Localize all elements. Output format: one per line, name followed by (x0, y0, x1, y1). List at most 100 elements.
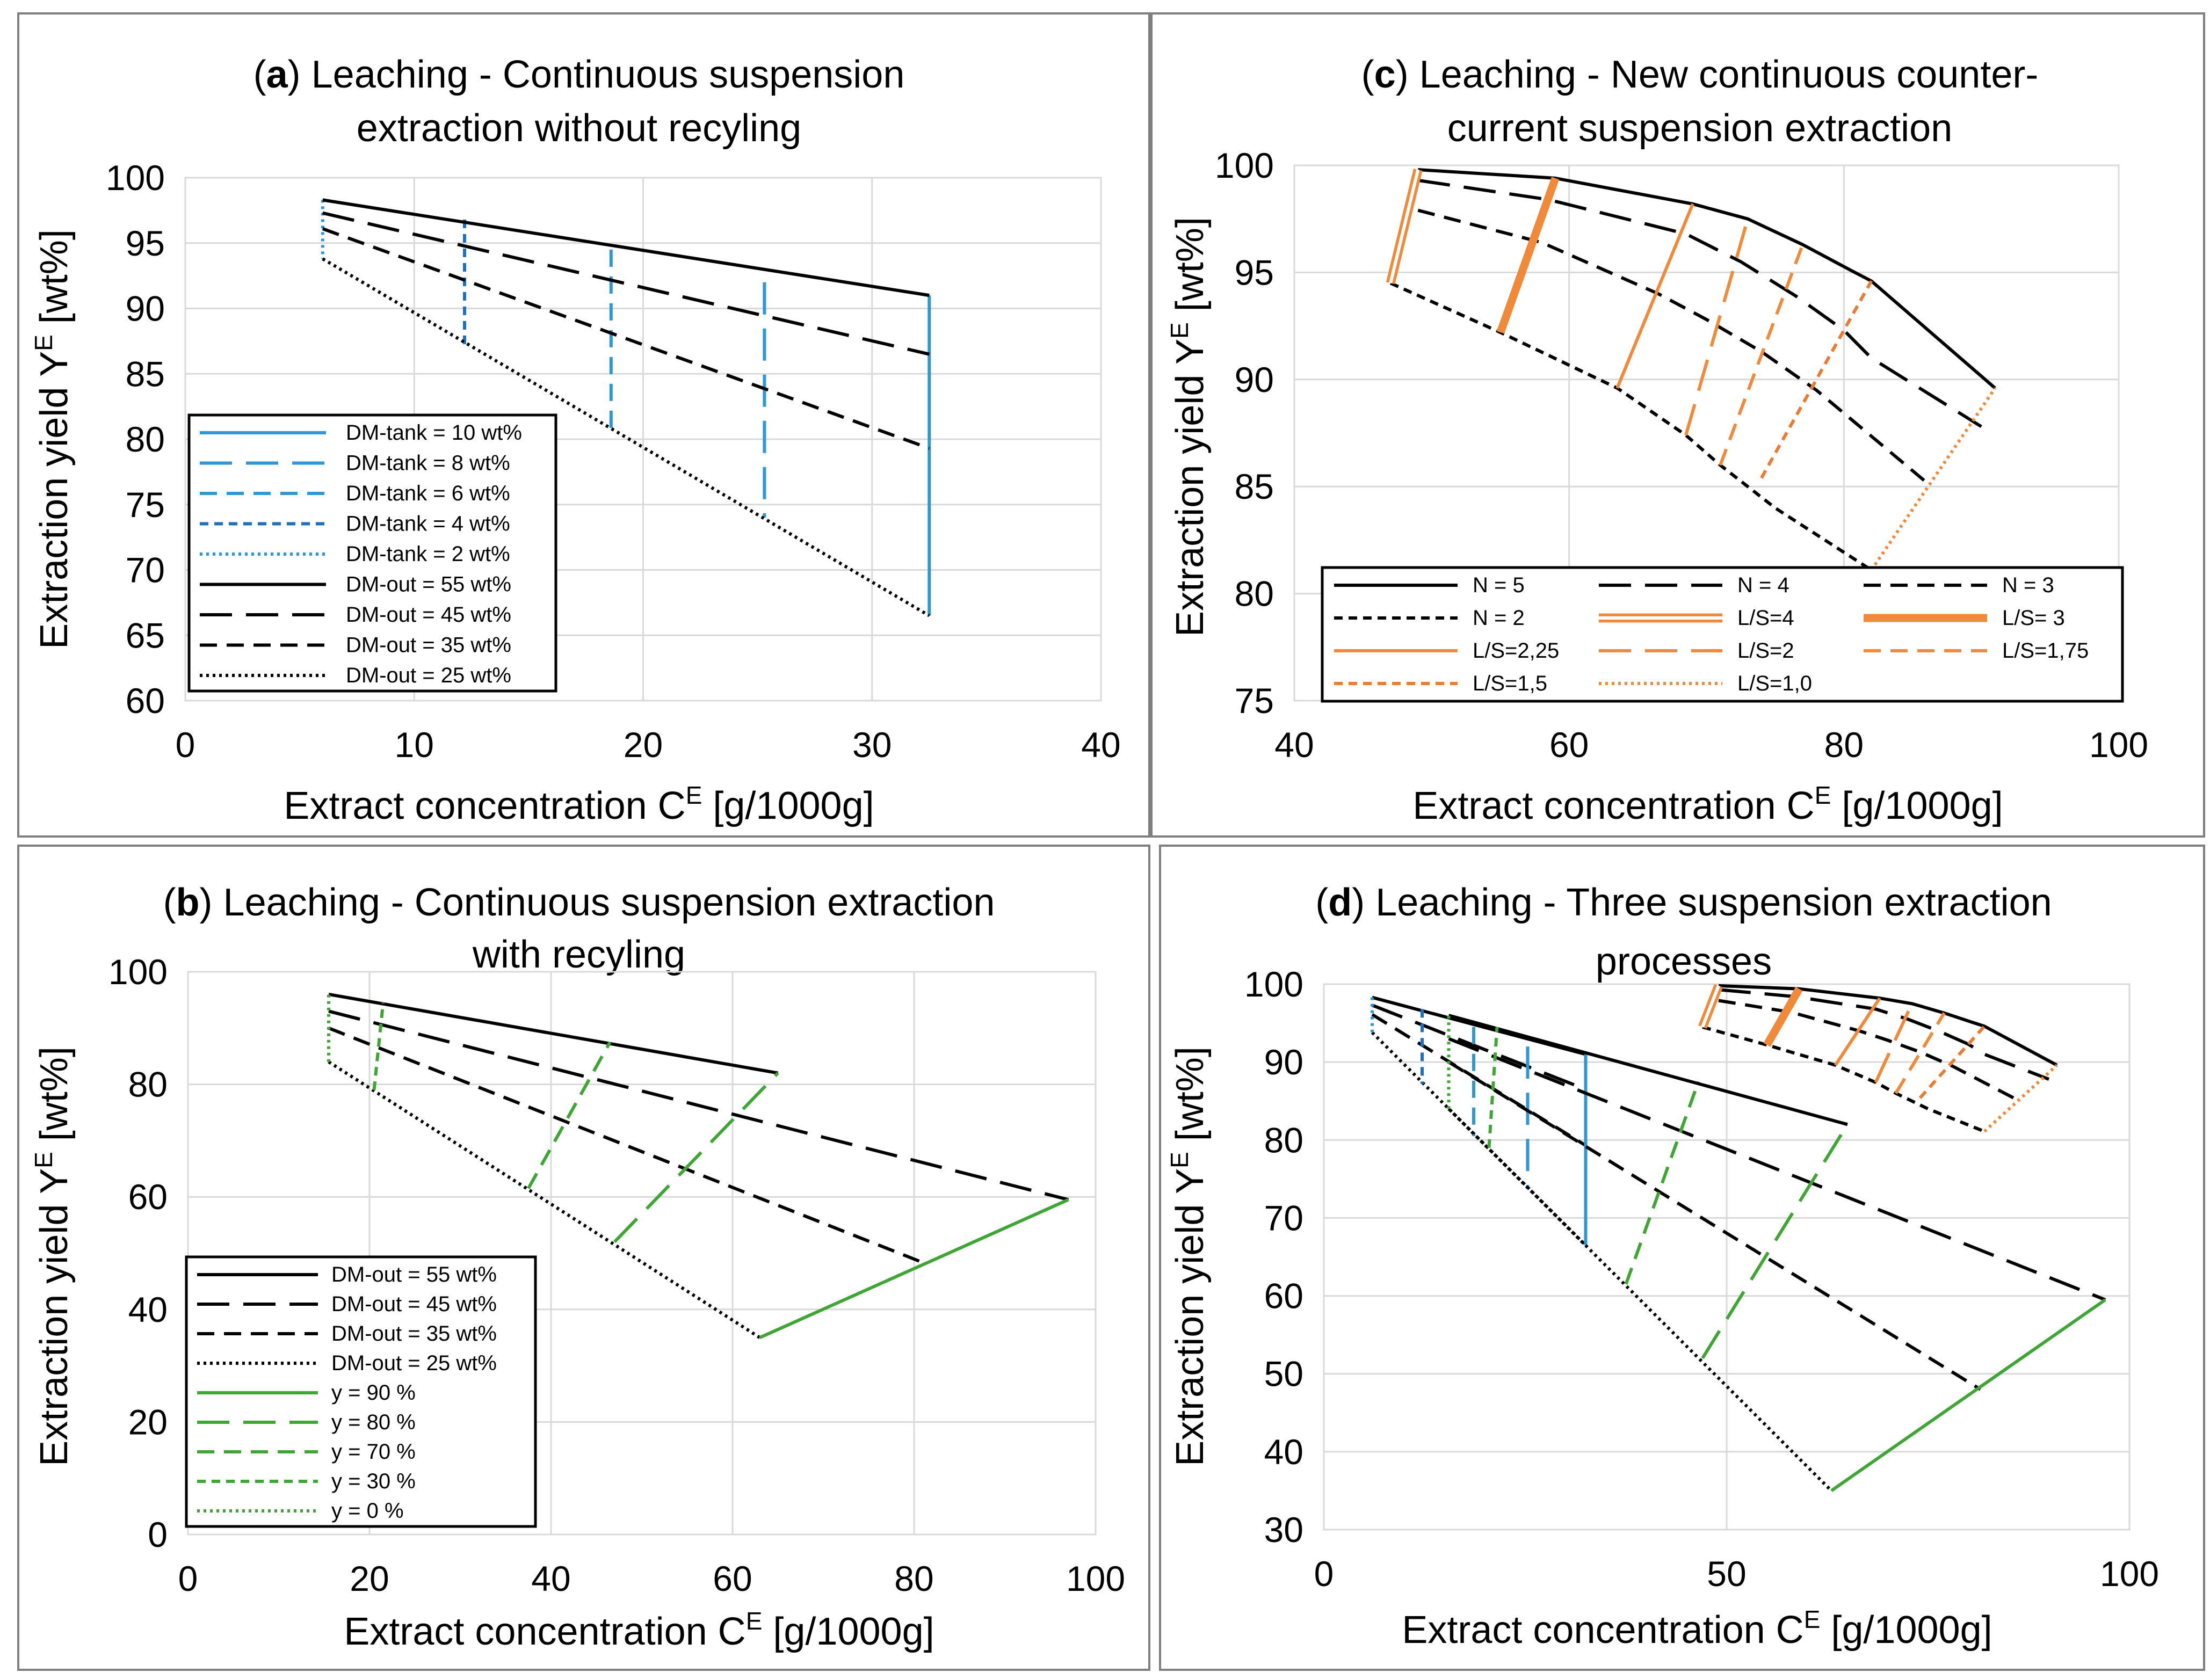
chart-c-title-label: c (1374, 53, 1396, 96)
chart-b-series-dm-out-25-wt (328, 1060, 761, 1339)
chart-a-x-tick-label: 20 (624, 725, 663, 765)
chart-c-legend-label: L/S= 3 (2002, 606, 2065, 630)
chart-d-y-tick-label: 60 (1264, 1276, 1303, 1316)
chart-d-y-tick-label: 90 (1264, 1042, 1303, 1082)
chart-b-title-text: Leaching - Continuous suspension extract… (213, 881, 995, 924)
chart-d-xlabel-text: Extract concentration C (1402, 1609, 1803, 1652)
chart-c-y-tick-label: 90 (1235, 360, 1274, 399)
chart-d-title-text: Leaching - Three suspension extraction (1365, 881, 2052, 924)
chart-a-x-ticks: 0 10 20 30 40 (176, 725, 1121, 765)
chart-a-y-tick-label: 95 (126, 223, 165, 263)
chart-c-title-line2: current suspension extraction (1447, 107, 1953, 150)
chart-b-x-tick-label: 80 (894, 1559, 933, 1598)
chart-a-title-label: a (266, 53, 288, 96)
chart-d-series-c-n-4 (1718, 988, 2050, 1081)
chart-c-series-l-s-3 (1496, 177, 1560, 334)
chart-d-y-tick-label: 30 (1264, 1510, 1303, 1550)
chart-b-legend: DM-out = 55 wt% DM-out = 45 wt% DM-out = 3… (185, 1255, 537, 1528)
chart-d-series-a-dm-out-45-wt (1371, 1003, 1586, 1091)
chart-d-y-ticks: 30 40 50 60 70 80 90 100 (1244, 964, 1303, 1550)
chart-a-legend-label: DM-tank = 10 wt% (346, 421, 522, 445)
chart-d-series-c-l-s-1-5 (1918, 1025, 1986, 1099)
chart-d-xlabel-sup: E (1804, 1605, 1821, 1633)
chart-c-xlabel-sup: E (1815, 781, 1831, 809)
chart-d-series-c-n-3 (1718, 999, 2018, 1101)
chart-c-ylabel-sup: E (1165, 322, 1193, 339)
chart-b-series-dm-out-55-wt (328, 992, 779, 1075)
chart-b-legend-label: y = 70 % (331, 1440, 416, 1464)
chart-a-xlabel-text: Extract concentration C (284, 784, 685, 827)
chart-b-y-tick-label: 20 (128, 1402, 168, 1442)
chart-d-x-ticks: 0 50 100 (1314, 1554, 2159, 1594)
chart-b-y-tick-label: 100 (108, 952, 168, 992)
chart-d-y-tick-label: 70 (1264, 1198, 1303, 1238)
chart-c-y-tick-label: 95 (1235, 252, 1274, 292)
chart-a-xlabel-sup: E (686, 781, 702, 809)
chart-c-series-n-5 (1418, 168, 1996, 390)
chart-b-legend-label: y = 0 % (331, 1499, 404, 1523)
chart-d-ylabel-text: Extraction yield Y (1169, 1168, 1212, 1466)
chart-d-x-axis-label: Extract concentration CE [g/1000g] (1402, 1605, 1992, 1652)
chart-c-legend-label: N = 4 (1737, 573, 1789, 597)
chart-a-y-axis-label: Extraction yield YE [wt%] (30, 229, 76, 649)
chart-c-x-axis-label: Extract concentration CE [g/1000g] (1412, 781, 2003, 827)
chart-b-plot-area (187, 971, 1097, 1536)
chart-c-series-n-4 (1417, 178, 1982, 428)
chart-b-ylabel-unit: [wt%] (33, 1046, 76, 1152)
chart-c-legend-label: L/S=1,0 (1737, 672, 1812, 695)
chart-d-series-a-dm-out-25-wt (1371, 1031, 1587, 1247)
chart-a-y-tick-label: 65 (126, 615, 165, 655)
chart-b: (b) Leaching - Continuous suspension ext… (30, 881, 1125, 1653)
chart-b-legend-label: y = 80 % (331, 1410, 416, 1434)
chart-a-title-line1: (a) Leaching - Continuous suspension (253, 53, 905, 96)
chart-d-series-c-n-5 (1718, 984, 2058, 1067)
chart-c-series-l-s-1-0 (1870, 387, 1997, 571)
chart-d-series-c-l-s-1-75 (1894, 1012, 1946, 1094)
chart-b-y-tick-label: 80 (128, 1065, 168, 1104)
chart-d-x-tick-label: 100 (2100, 1554, 2159, 1594)
chart-c-series-l-s-4 (1386, 168, 1423, 285)
chart-c-y-tick-label: 85 (1235, 467, 1274, 506)
chart-d-series-a-dm-out-35-wt (1371, 1013, 1587, 1147)
chart-a-y-tick-label: 60 (126, 681, 165, 721)
chart-c-legend-label: L/S=4 (1737, 606, 1794, 630)
chart-a-legend: DM-tank = 10 wt% DM-tank = 8 wt% DM-tank =… (187, 413, 557, 693)
chart-c-xlabel-text: Extract concentration C (1412, 784, 1814, 827)
chart-d-series (1371, 984, 2106, 1492)
chart-b-legend-label: DM-out = 25 wt% (331, 1351, 497, 1375)
chart-c-legend-label: L/S=2,25 (1473, 639, 1559, 663)
chart-a-plot-area (184, 177, 1102, 702)
chart-c-legend-box (1321, 566, 2124, 703)
chart-b-x-tick-label: 100 (1066, 1559, 1125, 1598)
chart-a-y-tick-label: 85 (126, 354, 165, 394)
chart-d-series-c-l-s-2 (1874, 1003, 1914, 1083)
chart-a-ylabel-unit: [wt%] (33, 229, 76, 334)
chart-b-y-axis-label: Extraction yield YE [wt%] (30, 1046, 76, 1466)
chart-b-series-y-90 (759, 1198, 1069, 1339)
chart-b-xlabel-sup: E (746, 1607, 763, 1635)
chart-b-y-tick-label: 40 (128, 1290, 168, 1329)
chart-a-x-tick-label: 10 (395, 725, 434, 765)
chart-d-ylabel-sup: E (1165, 1152, 1193, 1168)
chart-a-xlabel-unit: [g/1000g] (702, 784, 874, 827)
chart-c-y-tick-label: 75 (1235, 681, 1274, 721)
chart-d-series-c-l-s-3 (1763, 986, 1803, 1047)
chart-b-xlabel-text: Extract concentration C (344, 1610, 745, 1653)
chart-c-legend-label: N = 3 (2002, 573, 2054, 597)
chart-a-series-dm-out-55-wt (322, 198, 930, 297)
chart-a-legend-label: DM-tank = 6 wt% (346, 482, 510, 505)
chart-a-series-dm-out-25-wt (322, 257, 930, 617)
chart-d-y-tick-label: 40 (1264, 1432, 1303, 1472)
chart-b-legend-label: y = 90 % (331, 1381, 416, 1405)
chart-a-legend-label: DM-tank = 4 wt% (346, 512, 510, 536)
chart-d-series-b-dm-out-55-wt (1448, 1014, 1848, 1126)
chart-b-series (327, 992, 1069, 1339)
chart-c-title-line1: (c) Leaching - New continuous counter- (1361, 53, 2039, 96)
chart-c-series-l-s-4-inner (1389, 169, 1420, 284)
chart-d-plot-area (1323, 983, 2131, 1531)
panel-d-frame (1159, 845, 2205, 1671)
chart-b-x-tick-label: 20 (350, 1559, 389, 1598)
chart-b-legend-label: DM-out = 45 wt% (331, 1292, 497, 1316)
chart-d-series-b-y-70 (1624, 1081, 1700, 1285)
